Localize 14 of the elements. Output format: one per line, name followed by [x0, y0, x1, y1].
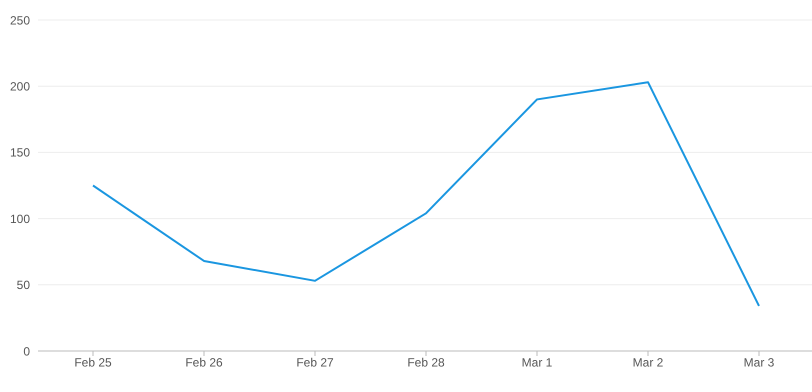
x-tick-label: Mar 1 [522, 356, 553, 370]
y-tick-label: 0 [23, 344, 30, 358]
y-tick-label: 250 [10, 13, 30, 28]
x-tick-label: Mar 3 [744, 356, 775, 370]
y-tick-label: 100 [10, 212, 30, 226]
x-tick-label: Feb 25 [74, 356, 112, 370]
x-tick-label: Feb 27 [296, 356, 334, 370]
y-tick-label: 50 [16, 278, 30, 292]
line-series [92, 81, 760, 307]
y-tick-label: 150 [10, 146, 30, 160]
y-tick-label: 200 [10, 79, 30, 94]
x-tick-label: Feb 26 [185, 356, 224, 370]
x-tick-label: Mar 2 [632, 356, 664, 370]
x-tick-label: Feb 28 [407, 356, 446, 370]
